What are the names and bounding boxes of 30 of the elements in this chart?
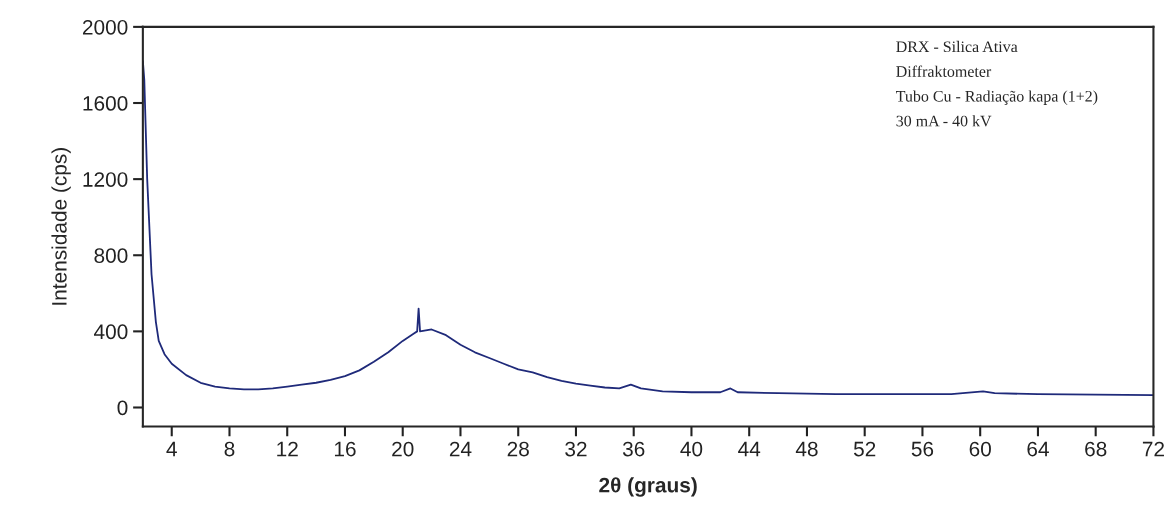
y-tick-label: 0 (117, 400, 128, 416)
x-tick-label: 8 (224, 441, 235, 457)
y-tick-label: 1200 (83, 172, 128, 187)
y-axis-title: Intensidade (cps) (51, 148, 71, 305)
y-tick-label: 1600 (83, 96, 128, 111)
x-tick-label: 44 (738, 441, 761, 457)
annotation: Tubo Cu - Radiação kapa (1+2) (896, 90, 1098, 105)
x-tick-label: 68 (1085, 441, 1107, 457)
x-tick-label: 12 (277, 441, 298, 457)
annotation: DRX - Silica Ativa (896, 40, 1018, 53)
x-tick-label: 28 (507, 441, 529, 457)
x-tick-label: 60 (969, 441, 991, 457)
y-tick-label: 800 (94, 248, 128, 263)
x-tick-label: 56 (911, 441, 934, 457)
x-tick-label: 4 (166, 441, 177, 457)
x-tick-label: 24 (449, 441, 472, 457)
x-tick-label: 20 (392, 441, 414, 457)
x-tick-label: 72 (1142, 441, 1164, 457)
x-tick-label: 36 (622, 441, 645, 457)
annotation: 30 mA - 40 kV (896, 115, 992, 127)
x-axis-title: 2θ (graus) (599, 477, 697, 497)
annotation: Diffraktometer (896, 65, 992, 77)
y-tick-label: 400 (94, 324, 128, 340)
x-tick-label: 48 (795, 441, 818, 457)
x-tick-label: 52 (853, 441, 876, 457)
x-tick-label: 40 (680, 441, 703, 457)
x-tick-label: 64 (1027, 441, 1049, 457)
y-tick-label: 2000 (82, 19, 128, 35)
x-tick-label: 16 (334, 441, 356, 457)
x-tick-label: 32 (565, 441, 587, 457)
